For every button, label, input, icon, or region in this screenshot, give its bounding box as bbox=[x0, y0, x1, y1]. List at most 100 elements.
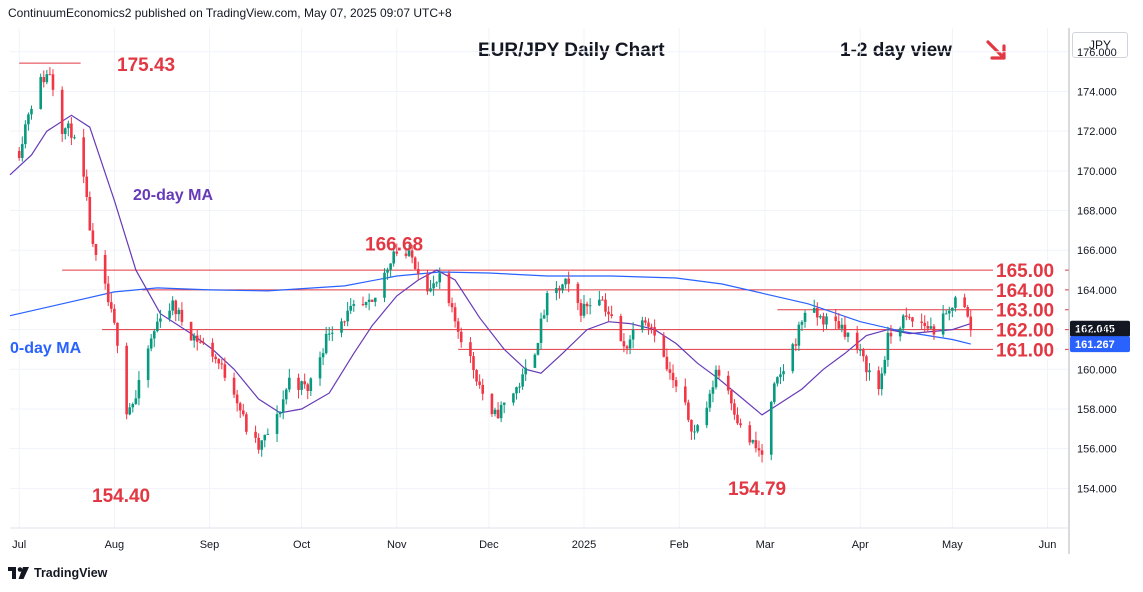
candle-body bbox=[275, 414, 279, 434]
candle-body bbox=[82, 137, 85, 177]
candle-body bbox=[911, 317, 914, 322]
y-tick-label: 170.000 bbox=[1077, 166, 1117, 178]
candle-body bbox=[373, 297, 377, 302]
x-tick-label: Oct bbox=[293, 539, 310, 551]
candle-body bbox=[794, 344, 798, 346]
candle-body bbox=[432, 283, 435, 289]
candle-body bbox=[134, 398, 138, 405]
candle-body bbox=[576, 283, 580, 304]
candle-body bbox=[926, 325, 930, 329]
candle-body bbox=[367, 299, 371, 302]
candle-body bbox=[318, 357, 322, 379]
footer[interactable]: TradingView bbox=[8, 566, 107, 580]
candle-body bbox=[545, 293, 549, 316]
candle-body bbox=[542, 315, 546, 319]
candle-body bbox=[349, 305, 353, 311]
candle-body bbox=[733, 403, 736, 415]
candle-body bbox=[257, 437, 260, 450]
candle-body bbox=[846, 332, 850, 337]
candle-body bbox=[539, 318, 543, 343]
candle-body bbox=[284, 389, 288, 400]
candle-body bbox=[579, 303, 583, 316]
candle-body bbox=[499, 404, 503, 419]
candle-body bbox=[297, 377, 300, 390]
candle-body bbox=[969, 316, 973, 331]
grid-lines bbox=[10, 28, 1069, 528]
candle-body bbox=[855, 332, 859, 350]
tradingview-logo-icon bbox=[8, 567, 29, 579]
candle-body bbox=[85, 176, 89, 197]
x-tick-label: Sep bbox=[200, 539, 220, 551]
candle-body bbox=[825, 316, 828, 325]
candle-body bbox=[696, 425, 699, 432]
x-tick-label: Dec bbox=[479, 539, 499, 551]
candle-body bbox=[803, 312, 807, 322]
candle-body bbox=[644, 320, 647, 323]
candle-body bbox=[266, 433, 270, 435]
candle-body bbox=[923, 322, 927, 326]
candle-body bbox=[886, 332, 890, 360]
candle-body bbox=[453, 307, 457, 322]
candle-body bbox=[263, 434, 267, 441]
y-tick-label: 158.000 bbox=[1077, 404, 1117, 416]
candle-body bbox=[524, 367, 527, 375]
y-tick-label: 176.000 bbox=[1077, 47, 1117, 59]
candle-body bbox=[300, 381, 303, 390]
currency-button[interactable]: JPY bbox=[1072, 32, 1128, 58]
candle-body bbox=[232, 377, 236, 395]
candle-body bbox=[754, 440, 758, 449]
level-label-bg bbox=[993, 280, 1065, 300]
price-badge bbox=[1070, 336, 1130, 353]
candle-body bbox=[862, 349, 865, 357]
chart-subtitle: 1-2 day view bbox=[840, 40, 952, 61]
candle-body bbox=[128, 407, 132, 415]
candle-body bbox=[674, 380, 678, 387]
candle-body bbox=[610, 314, 613, 317]
candle-body bbox=[48, 74, 52, 76]
candle-body bbox=[429, 288, 432, 292]
candle-body bbox=[180, 309, 184, 322]
candle-body bbox=[177, 309, 181, 315]
level-label: 164.00 bbox=[996, 281, 1054, 302]
candle-body bbox=[647, 322, 650, 327]
candle-body bbox=[386, 269, 389, 273]
candle-body bbox=[865, 356, 868, 373]
candle-body bbox=[619, 316, 623, 342]
candle-body bbox=[769, 402, 773, 455]
candle-body bbox=[426, 274, 429, 292]
candle-body bbox=[472, 356, 475, 371]
candle-body bbox=[604, 299, 607, 312]
x-tick-label: Aug bbox=[105, 539, 125, 551]
candle-body bbox=[125, 345, 128, 415]
candle-body bbox=[951, 307, 954, 311]
candle-body bbox=[567, 278, 570, 284]
candle-body bbox=[174, 300, 178, 315]
candle-body bbox=[352, 304, 356, 306]
price-badge-text: 161.267 bbox=[1075, 339, 1115, 351]
candle-body bbox=[555, 288, 558, 294]
candle-body bbox=[60, 89, 64, 134]
candle-body bbox=[496, 409, 500, 419]
candle-body bbox=[106, 283, 110, 303]
candle-body bbox=[159, 318, 162, 322]
candle-body bbox=[815, 307, 819, 318]
price-badge bbox=[1070, 320, 1130, 337]
candle-body bbox=[901, 315, 905, 329]
candle-body bbox=[103, 254, 107, 284]
candle-body bbox=[631, 329, 635, 340]
candle-body bbox=[684, 386, 687, 403]
candle-body bbox=[281, 399, 285, 413]
candle-body bbox=[235, 394, 239, 404]
candle-body bbox=[343, 321, 346, 323]
x-tick-label: Jul bbox=[12, 539, 26, 551]
candle-body bbox=[668, 369, 672, 373]
x-tick-label: Nov bbox=[387, 539, 407, 551]
candle-body bbox=[837, 321, 841, 329]
x-tick-label: 2025 bbox=[572, 539, 596, 551]
level-label-bg bbox=[993, 320, 1065, 340]
candle-body bbox=[963, 297, 966, 308]
candle-body bbox=[288, 377, 291, 390]
candle-body bbox=[564, 278, 567, 285]
